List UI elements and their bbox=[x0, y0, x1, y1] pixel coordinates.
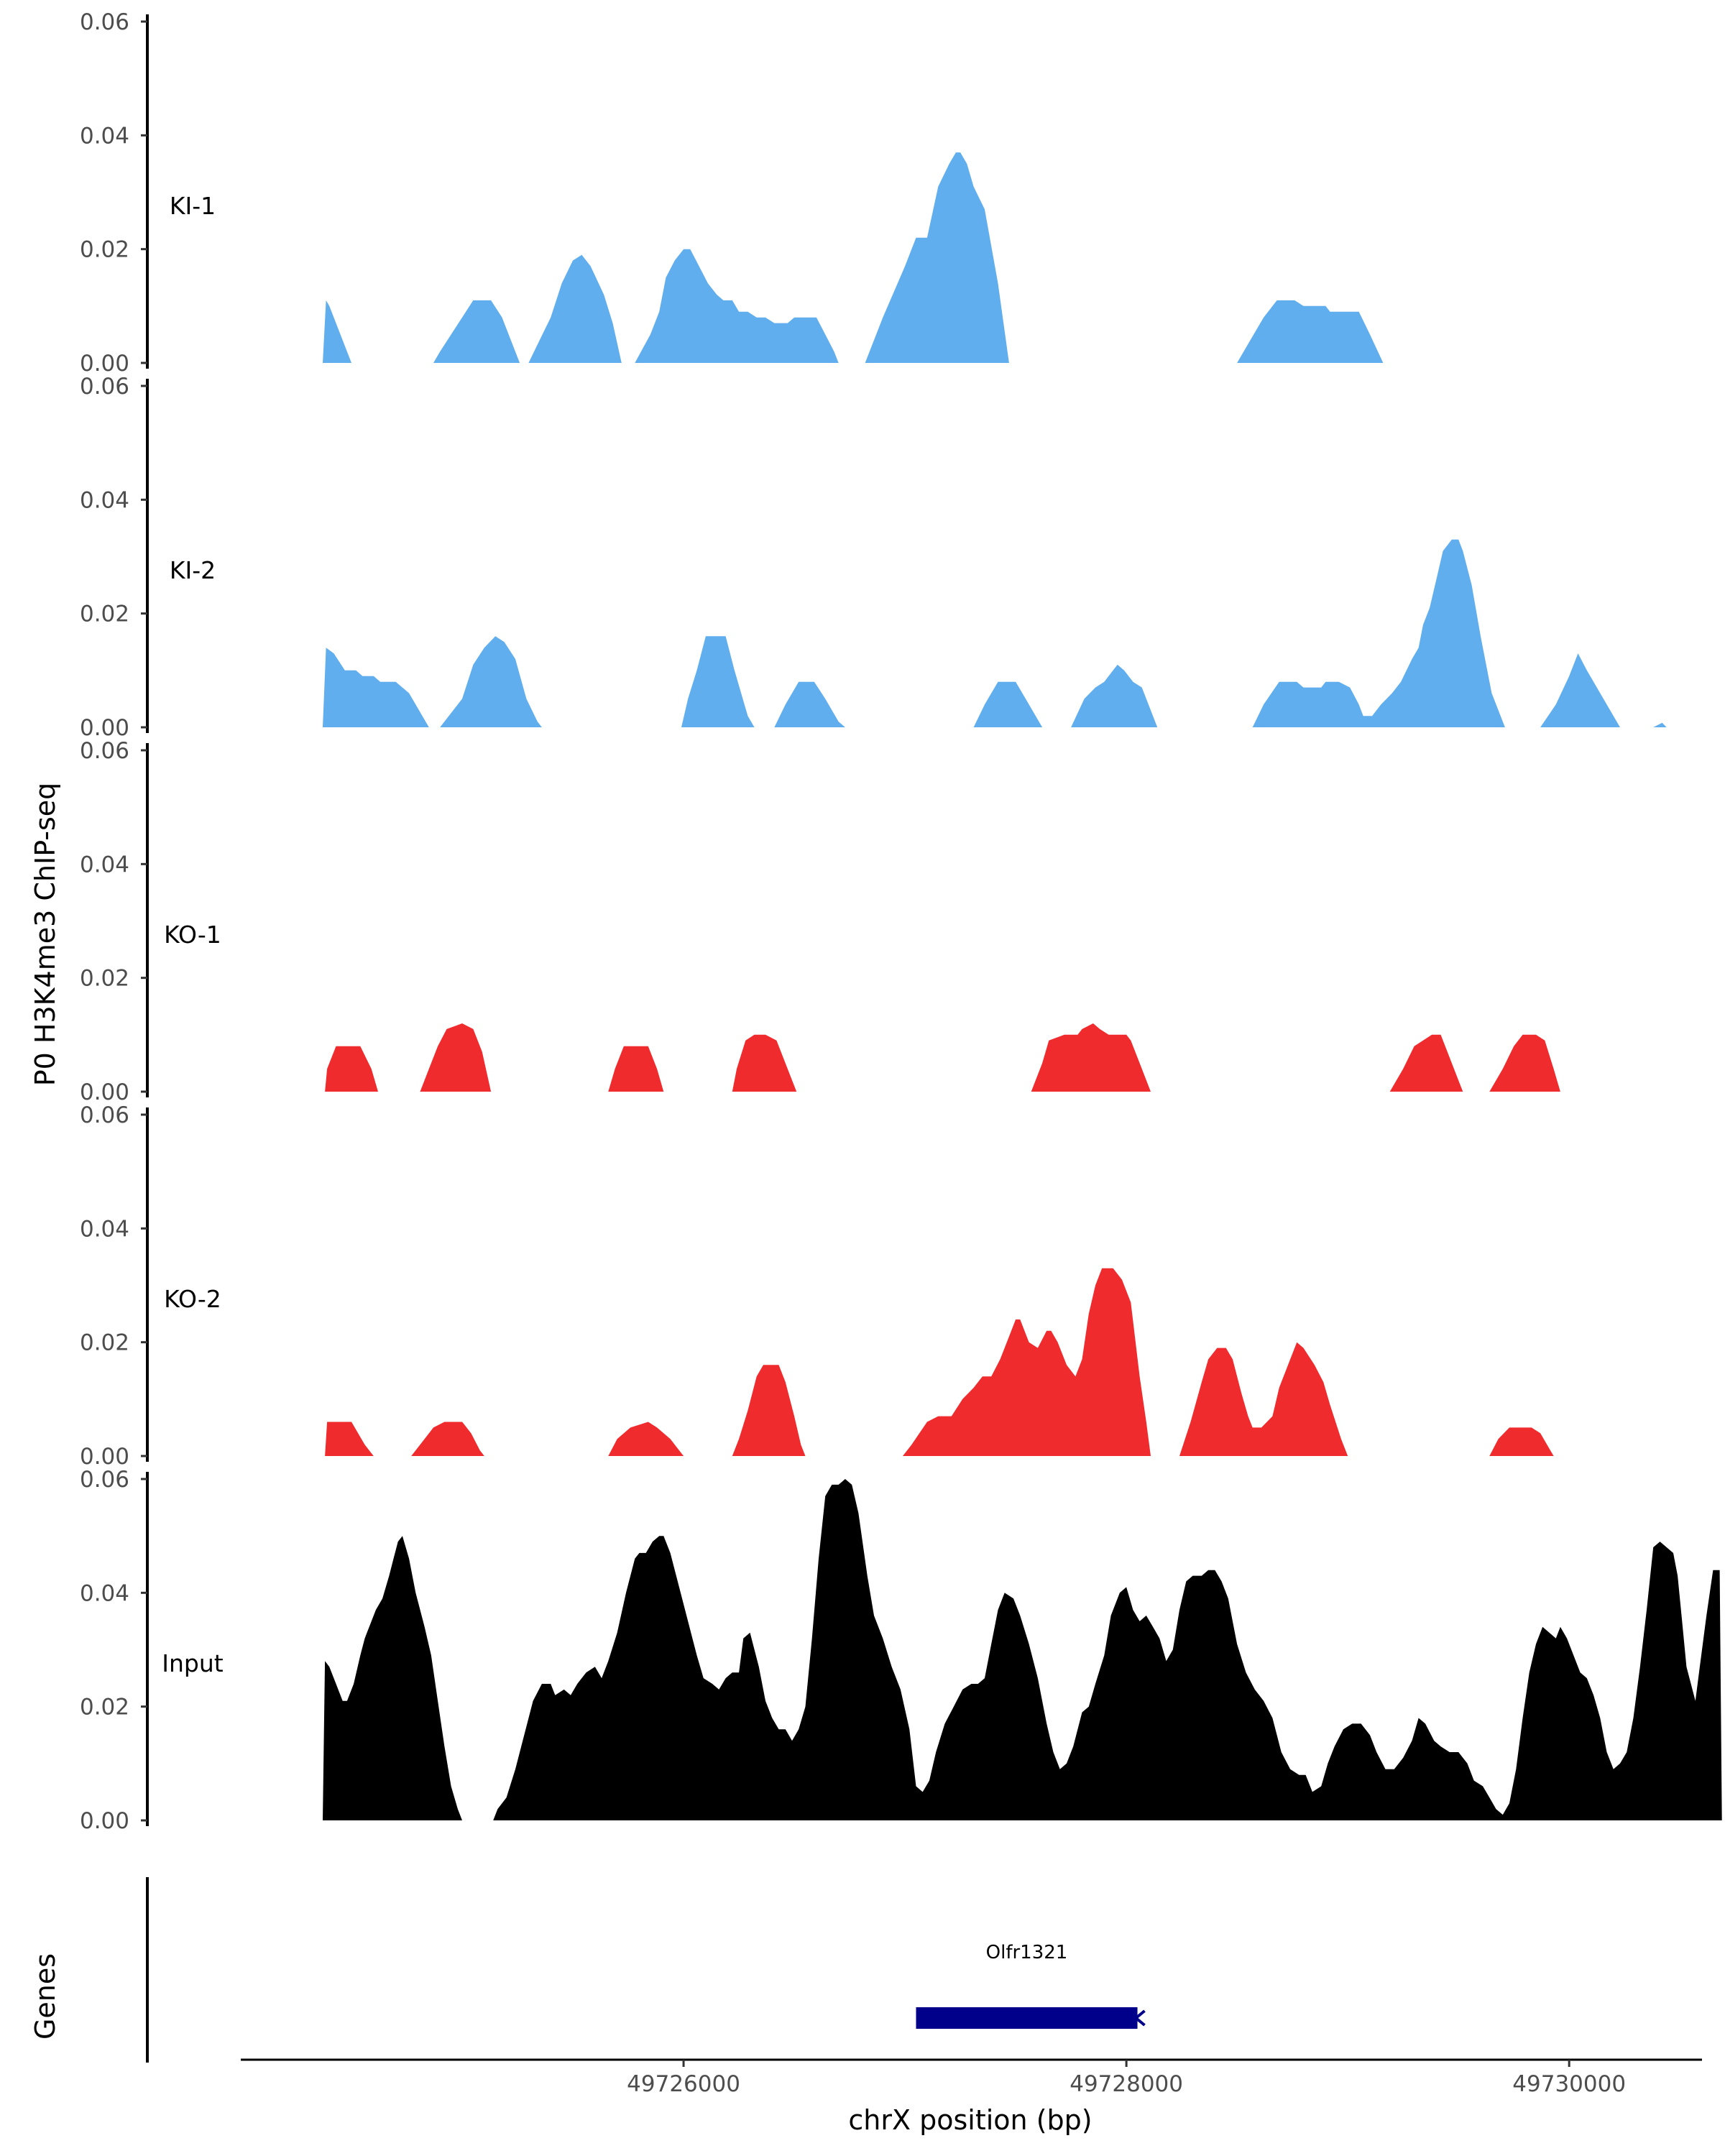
y-axis-title: P0 H3K4me3 ChIP-seq bbox=[29, 783, 61, 1087]
signal-peak bbox=[608, 1046, 664, 1092]
gene-strand-arrow bbox=[1133, 2009, 1146, 2027]
y-tick-label: 0.00 bbox=[80, 1808, 129, 1834]
signal-peak bbox=[323, 648, 429, 727]
y-tick-label: 0.04 bbox=[80, 852, 129, 877]
track-label: KO-2 bbox=[164, 1285, 221, 1313]
signal-peak bbox=[1389, 1034, 1463, 1092]
y-tick-label: 0.04 bbox=[80, 123, 129, 149]
signal-peak bbox=[732, 1365, 806, 1456]
x-axis-ticks: 49726000 49728000 49730000 bbox=[627, 2060, 1626, 2097]
y-tick-label: 0.02 bbox=[80, 1695, 129, 1720]
signal-peak bbox=[1540, 653, 1620, 727]
y-tick-label: 0.06 bbox=[80, 9, 129, 35]
x-tick-label: 49726000 bbox=[627, 2071, 740, 2097]
signal-peak bbox=[420, 1023, 492, 1092]
signal-peak bbox=[411, 1422, 484, 1456]
signal-peak bbox=[1653, 722, 1667, 727]
signal-peak bbox=[1489, 1427, 1554, 1456]
track-label: KO-1 bbox=[164, 921, 221, 949]
y-tick-label: 0.00 bbox=[80, 1079, 129, 1105]
y-tick-label: 0.02 bbox=[80, 602, 129, 627]
signal-peak bbox=[774, 681, 845, 727]
x-axis: 49726000 49728000 49730000 chrX position (… bbox=[241, 2058, 1702, 2136]
y-axis-title-group: P0 H3K4me3 ChIP-seq bbox=[29, 783, 61, 1087]
signal-peak bbox=[325, 1046, 378, 1092]
y-tick-label: 0.02 bbox=[80, 237, 129, 263]
track-ki-1: 0.00 0.02 0.04 0.06 KI-1 bbox=[80, 9, 1384, 377]
signal-peak bbox=[323, 300, 351, 363]
y-tick-label: 0.06 bbox=[80, 738, 129, 764]
track-ki-2: 0.00 0.02 0.04 0.06 KI-2 bbox=[80, 374, 1667, 741]
signal-peak bbox=[681, 636, 755, 727]
y-tick-label: 0.00 bbox=[80, 1444, 129, 1470]
signal-peak bbox=[1071, 664, 1158, 727]
y-tick-label: 0.00 bbox=[80, 351, 129, 377]
signal-peak bbox=[440, 636, 542, 727]
y-tick-label: 0.02 bbox=[80, 966, 129, 992]
y-tick-label: 0.04 bbox=[80, 1580, 129, 1606]
x-tick-label: 49730000 bbox=[1512, 2071, 1626, 2097]
chip-seq-tracks: 0.00 0.02 0.04 0.06 KI-1 0.00 0.02 0.04 0.06 KI-2… bbox=[80, 9, 1722, 1834]
signal-peak bbox=[635, 249, 839, 363]
track-input: 0.00 0.02 0.04 0.06 Input bbox=[80, 1467, 1722, 1834]
track-ko-1: 0.00 0.02 0.04 0.06 KO-1 bbox=[80, 738, 1560, 1105]
y-tick-label: 0.04 bbox=[80, 1216, 129, 1242]
track-label: KI-2 bbox=[170, 556, 216, 584]
signal-peak bbox=[493, 1479, 1722, 1820]
signal-peak bbox=[1489, 1034, 1560, 1092]
signal-peak bbox=[323, 1536, 462, 1820]
x-axis-title: chrX position (bp) bbox=[848, 2104, 1092, 2136]
signal-peak bbox=[865, 152, 1009, 363]
gene-name-label: Olfr1321 bbox=[986, 1942, 1068, 1963]
track-label: KI-1 bbox=[170, 192, 216, 220]
y-tick-label: 0.04 bbox=[80, 487, 129, 513]
y-tick-label: 0.06 bbox=[80, 1102, 129, 1128]
x-tick-label: 49728000 bbox=[1070, 2071, 1183, 2097]
genes-track-label: Genes bbox=[29, 1953, 61, 2040]
y-tick-label: 0.06 bbox=[80, 1467, 129, 1493]
y-tick-label: 0.02 bbox=[80, 1330, 129, 1356]
signal-peak bbox=[903, 1268, 1151, 1456]
y-tick-label: 0.06 bbox=[80, 374, 129, 400]
gene-body-bar bbox=[916, 2007, 1138, 2029]
genes-track: Genes Olfr1321 bbox=[29, 1877, 1146, 2063]
signal-peak bbox=[732, 1034, 797, 1092]
track-label: Input bbox=[162, 1649, 224, 1677]
signal-peak bbox=[1179, 1342, 1348, 1456]
signal-peak bbox=[528, 254, 622, 363]
signal-peak bbox=[1237, 300, 1384, 363]
y-tick-label: 0.00 bbox=[80, 715, 129, 741]
signal-peak bbox=[325, 1422, 374, 1456]
signal-peak bbox=[1031, 1023, 1151, 1092]
signal-peak bbox=[1252, 539, 1505, 727]
signal-peak bbox=[608, 1422, 684, 1456]
signal-peak bbox=[973, 681, 1043, 727]
track-ko-2: 0.00 0.02 0.04 0.06 KO-2 bbox=[80, 1102, 1554, 1470]
signal-peak bbox=[433, 300, 520, 363]
